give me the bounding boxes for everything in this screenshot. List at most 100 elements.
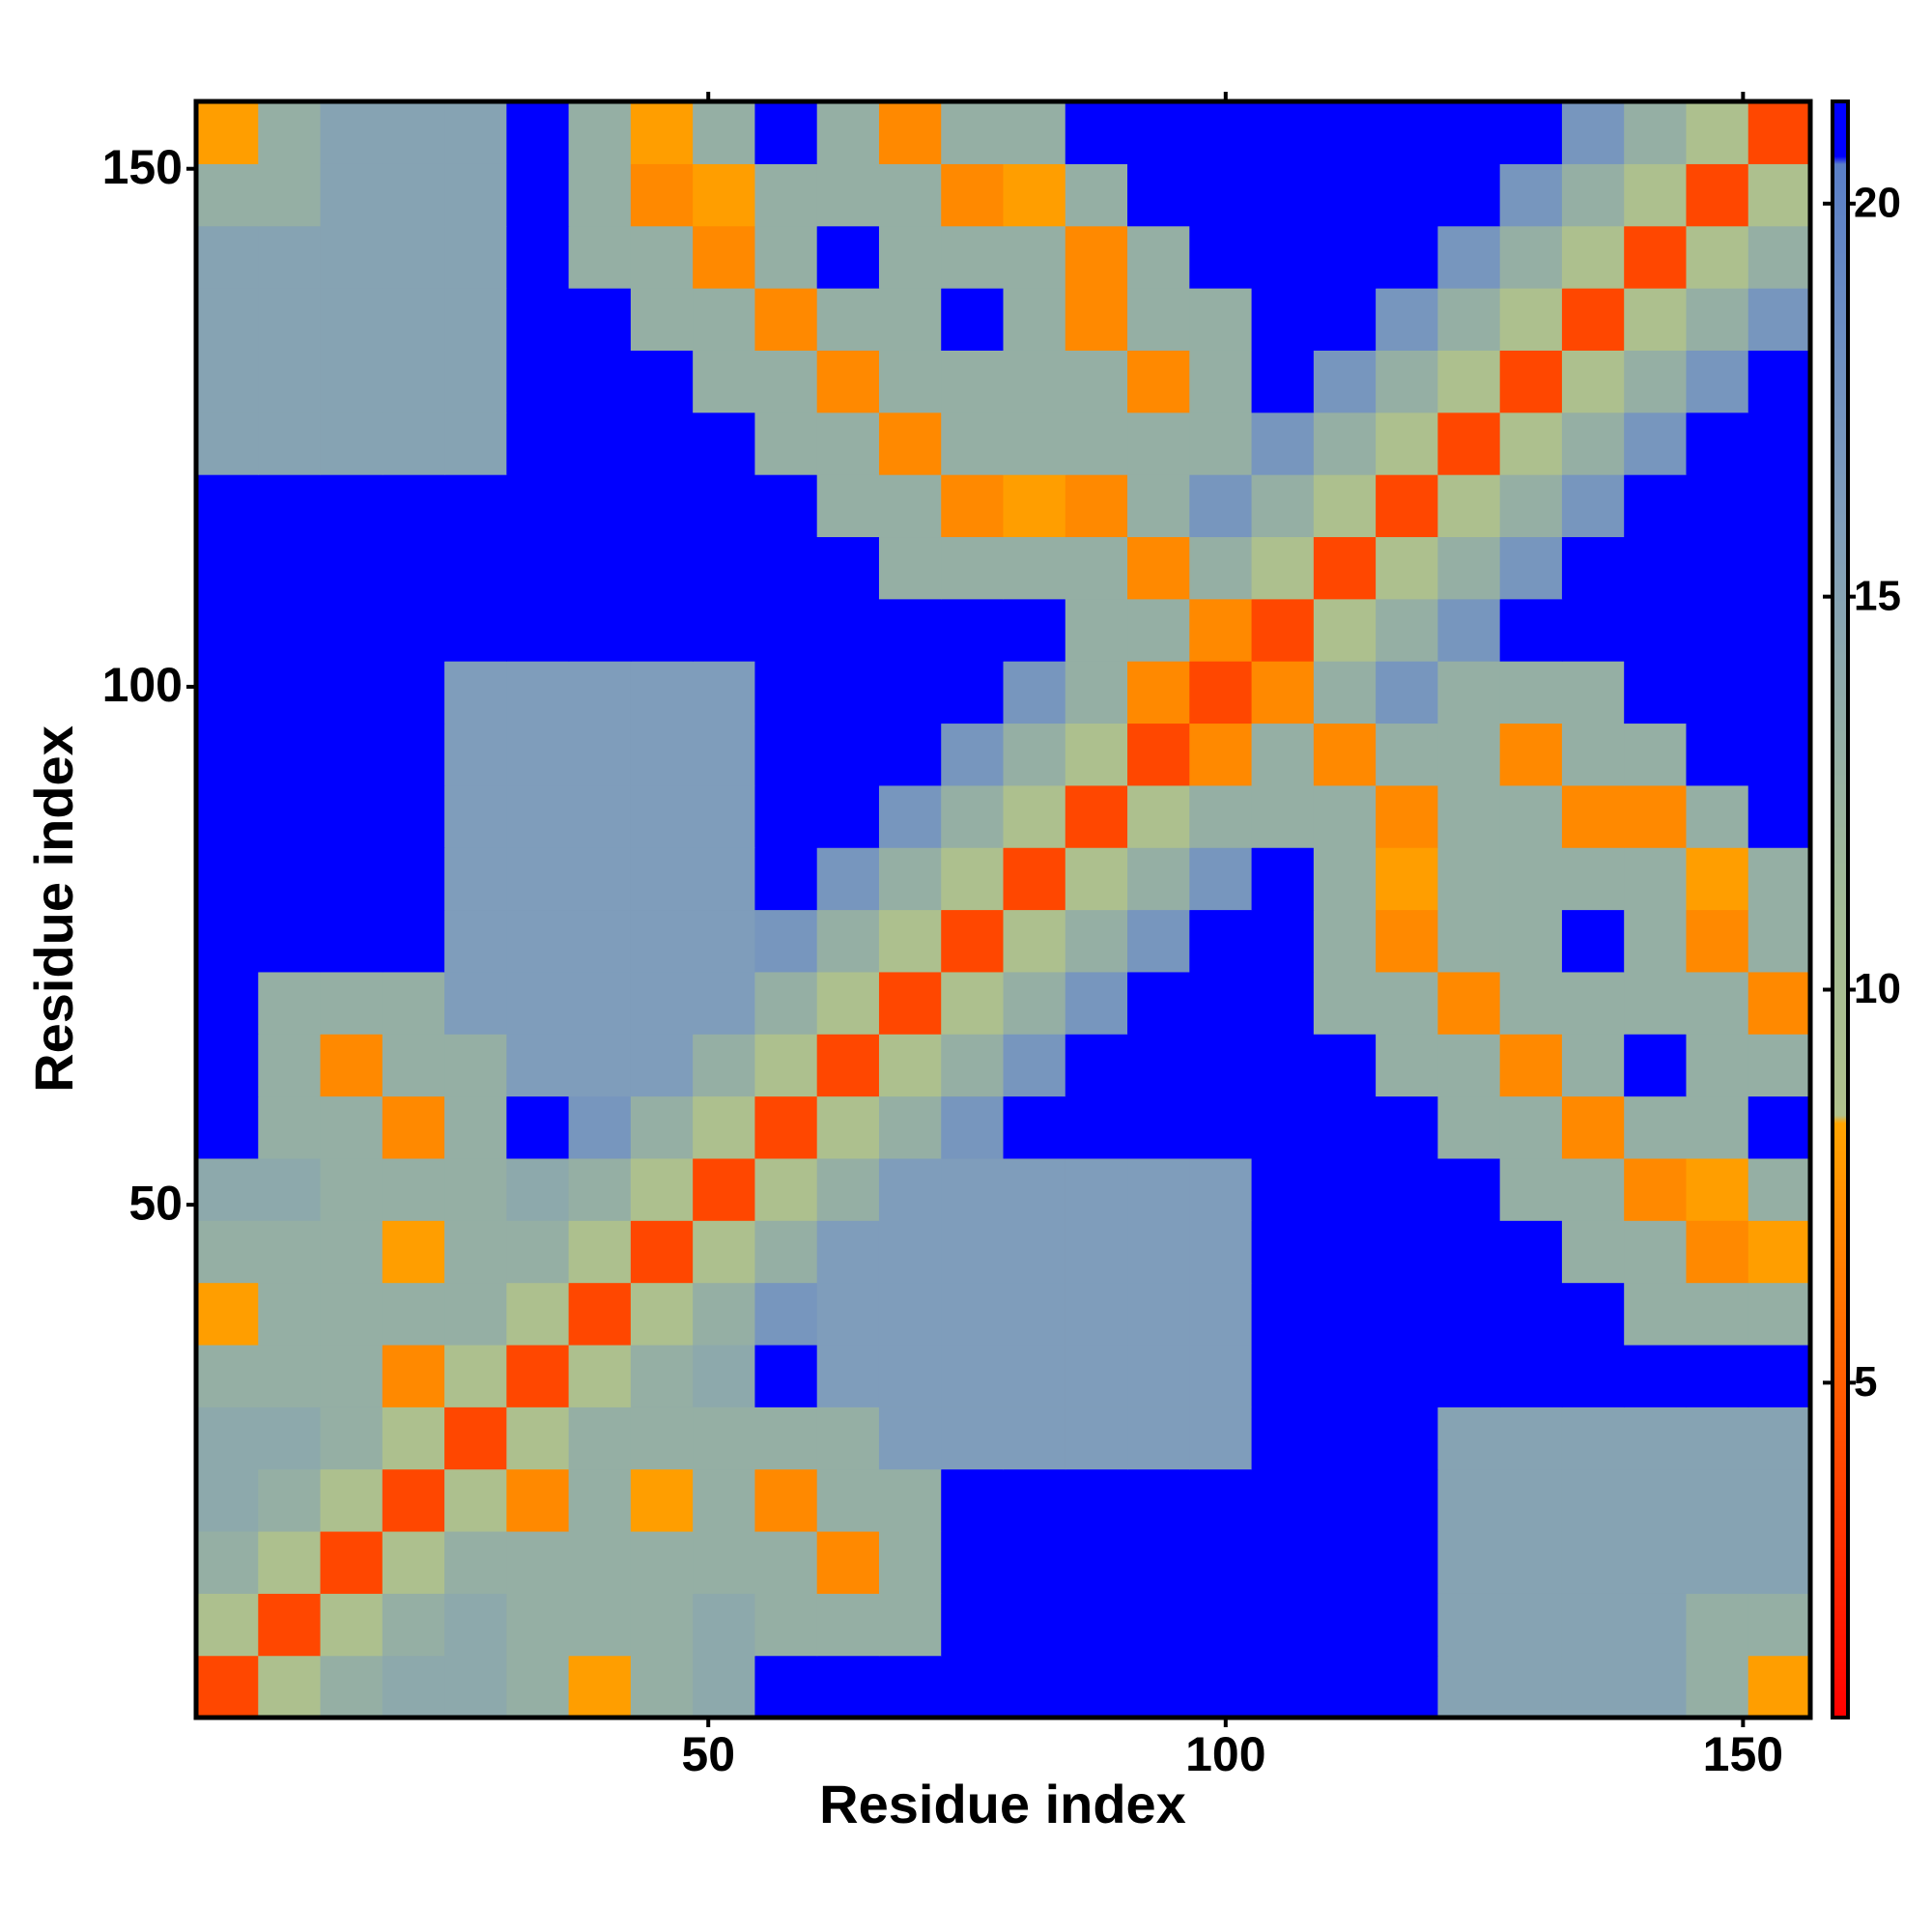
heatmap-cell	[320, 661, 384, 724]
heatmap-cell	[568, 1530, 632, 1594]
heatmap-cell	[1251, 101, 1315, 164]
colorbar-tick-label: 20	[1854, 179, 1901, 226]
heatmap-cell	[196, 1157, 259, 1221]
heatmap-cell	[1624, 1593, 1688, 1657]
heatmap-cell	[196, 784, 259, 848]
heatmap-cell	[258, 784, 322, 848]
heatmap-cell	[382, 412, 445, 475]
heatmap-cell	[1686, 909, 1749, 973]
heatmap-cell	[196, 598, 259, 662]
heatmap-cell	[754, 598, 818, 662]
heatmap-cell	[754, 163, 818, 227]
heatmap-cell	[1561, 971, 1625, 1035]
heatmap-cell	[258, 1468, 322, 1532]
heatmap-cell	[693, 723, 756, 786]
y-tick-label: 150	[102, 140, 183, 194]
heatmap-cell	[320, 971, 384, 1035]
heatmap-cell	[1686, 288, 1749, 351]
heatmap-cell	[1747, 1468, 1811, 1532]
y-tick-label: 50	[128, 1176, 183, 1230]
heatmap-cell	[878, 1095, 942, 1159]
heatmap-cell	[1437, 225, 1501, 289]
heatmap-cell	[1127, 225, 1190, 289]
heatmap-cell	[1561, 536, 1625, 600]
heatmap-cell	[258, 1655, 322, 1719]
heatmap-cell	[196, 1468, 259, 1532]
heatmap-cell	[816, 661, 880, 724]
heatmap-cell	[320, 101, 384, 164]
heatmap-cell	[1561, 1468, 1625, 1532]
heatmap-cell	[1686, 1034, 1749, 1097]
heatmap-cell	[1624, 1220, 1688, 1284]
heatmap-cell	[1437, 909, 1501, 973]
heatmap-cell	[506, 909, 570, 973]
heatmap-cell	[1003, 784, 1066, 848]
heatmap-cell	[1251, 288, 1315, 351]
heatmap-cell	[1561, 350, 1625, 413]
heatmap-cell	[196, 971, 259, 1035]
heatmap-cell	[1313, 847, 1377, 911]
heatmap-cell	[630, 909, 694, 973]
heatmap-cell	[1499, 1655, 1563, 1719]
heatmap-cell	[568, 661, 632, 724]
heatmap-cell	[320, 784, 384, 848]
heatmap-cell	[754, 1095, 818, 1159]
heatmap-cell	[196, 474, 259, 538]
heatmap-cell	[1624, 288, 1688, 351]
heatmap-cell	[1747, 1157, 1811, 1221]
heatmap-cell	[1189, 723, 1253, 786]
heatmap-cell	[630, 847, 694, 911]
heatmap-cell	[941, 784, 1005, 848]
plot-frame	[193, 99, 1813, 1720]
heatmap-cell	[568, 1157, 632, 1221]
heatmap-cell	[941, 1095, 1005, 1159]
heatmap-cell	[816, 1468, 880, 1532]
colorbar-tick-label: 5	[1854, 1358, 1877, 1406]
heatmap-cell	[1251, 225, 1315, 289]
heatmap-cell	[816, 474, 880, 538]
heatmap-cell	[1189, 101, 1253, 164]
heatmap-cell	[1065, 536, 1128, 600]
heatmap-cell	[1065, 474, 1128, 538]
heatmap-cell	[258, 1593, 322, 1657]
heatmap-cell	[1189, 1530, 1253, 1594]
heatmap-cell	[382, 847, 445, 911]
heatmap-cell	[1624, 163, 1688, 227]
heatmap-cell	[941, 1593, 1005, 1657]
heatmap-cell	[382, 1344, 445, 1407]
heatmap-cell	[1313, 1034, 1377, 1097]
heatmap-cell	[1499, 412, 1563, 475]
heatmap-cell	[1561, 723, 1625, 786]
heatmap-cell	[444, 1655, 507, 1719]
heatmap-cell	[382, 1095, 445, 1159]
heatmap-cell	[1747, 661, 1811, 724]
heatmap-cell	[878, 350, 942, 413]
heatmap-cell	[1561, 412, 1625, 475]
heatmap-cell	[941, 101, 1005, 164]
heatmap-cell	[1189, 1406, 1253, 1470]
heatmap-cell	[693, 1344, 756, 1407]
heatmap-cell	[941, 909, 1005, 973]
heatmap-cell	[196, 1282, 259, 1346]
heatmap-cell	[1747, 412, 1811, 475]
heatmap-cell	[1686, 661, 1749, 724]
heatmap-cell	[568, 101, 632, 164]
heatmap-cell	[1251, 598, 1315, 662]
heatmap-cell	[1624, 474, 1688, 538]
heatmap-cell	[196, 1593, 259, 1657]
heatmap-cell	[320, 1593, 384, 1657]
heatmap-cell	[1376, 350, 1438, 413]
heatmap-cell	[258, 1406, 322, 1470]
heatmap-cell	[1189, 847, 1253, 911]
heatmap-cell	[258, 971, 322, 1035]
heatmap-cell	[1686, 723, 1749, 786]
heatmap-cell	[1499, 971, 1563, 1035]
heatmap-cell	[196, 101, 259, 164]
heatmap-cell	[568, 847, 632, 911]
heatmap-cell	[1003, 101, 1066, 164]
heatmap-cell	[196, 288, 259, 351]
heatmap-cell	[816, 1034, 880, 1097]
heatmap-cell	[568, 909, 632, 973]
heatmap-cell	[382, 350, 445, 413]
heatmap-cell	[382, 1220, 445, 1284]
